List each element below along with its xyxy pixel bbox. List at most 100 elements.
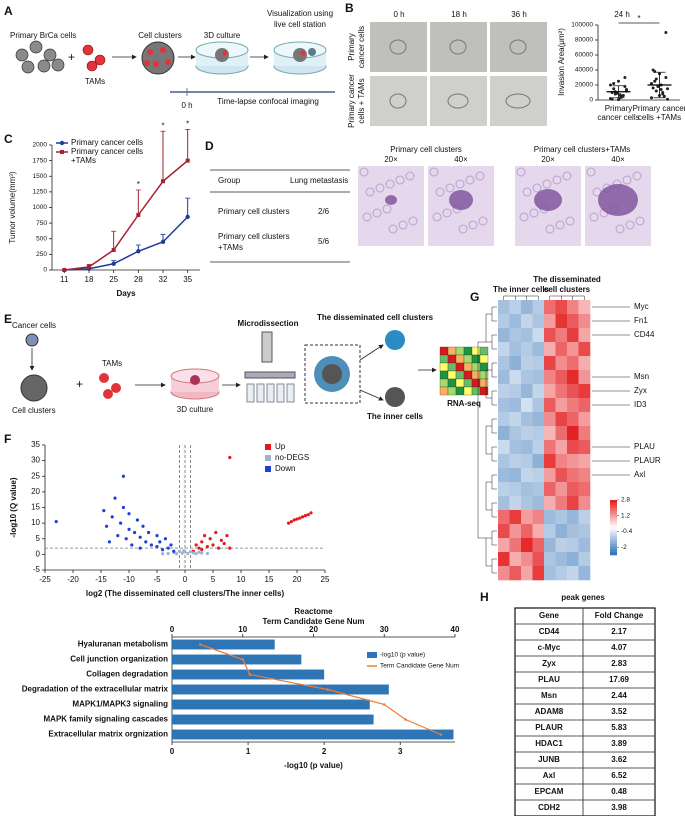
x-tick-label: 15	[265, 575, 274, 584]
tube	[286, 383, 295, 403]
rnaseq-cell	[455, 362, 465, 372]
table-title: peak genes	[561, 593, 605, 602]
heat-cell	[532, 454, 545, 469]
cell-image	[505, 93, 531, 109]
point	[219, 538, 223, 542]
tube	[256, 383, 265, 403]
heat-cell	[521, 524, 533, 539]
tissue	[478, 216, 488, 226]
point	[217, 546, 221, 550]
cluster-icon	[190, 375, 200, 385]
point	[166, 551, 170, 556]
tissue	[519, 212, 529, 222]
point	[200, 548, 204, 552]
cluster-icon	[385, 330, 405, 350]
point	[177, 549, 181, 553]
point	[147, 530, 151, 535]
x-tick-label: 18	[85, 275, 94, 284]
heat-cell	[544, 314, 556, 329]
x2-tick-label: 20	[309, 625, 318, 634]
heat-cell	[567, 384, 579, 399]
y-tick-label: 20	[31, 487, 40, 496]
plus-sign: +	[68, 50, 75, 64]
heat-cell	[567, 412, 579, 427]
label: 3D culture	[177, 405, 214, 414]
heat-cell	[555, 566, 568, 581]
heat-cell	[555, 468, 568, 483]
tube	[246, 383, 255, 403]
point	[306, 513, 310, 517]
heat-cell	[521, 356, 533, 371]
column-header: 18 h	[451, 10, 467, 19]
rnaseq-cell	[471, 354, 481, 364]
x-tick-label: 2	[322, 747, 327, 756]
cell-icon	[43, 48, 57, 62]
table-header: Gene	[539, 611, 560, 620]
column-group: cell clusters	[544, 285, 591, 294]
column-header: 0 h	[393, 10, 404, 19]
table-cell: 6.52	[611, 771, 627, 780]
tissue	[445, 183, 455, 193]
heat-cell	[555, 356, 568, 371]
point	[610, 97, 614, 101]
cell-icon	[21, 60, 35, 74]
heat-cell	[532, 384, 545, 399]
point	[158, 540, 162, 544]
heat-cell	[544, 356, 556, 371]
x-tick-label: -25	[39, 575, 51, 584]
heat-cell	[555, 328, 568, 343]
cell-image	[447, 93, 469, 109]
heat-cell	[567, 440, 579, 455]
legend-marker	[265, 466, 271, 472]
heat-cell	[578, 468, 591, 483]
table-cell: CD44	[539, 627, 560, 636]
heat-cell	[509, 342, 522, 357]
heat-cell	[509, 496, 522, 511]
row-label: ID3	[634, 400, 647, 409]
colorbar-label: 1.2	[621, 512, 630, 519]
label: Microdissection	[238, 319, 299, 328]
tissue	[429, 167, 439, 177]
x-tick-label: -15	[95, 575, 107, 584]
heat-cell	[521, 398, 533, 413]
point	[625, 88, 628, 91]
y-label: Invasion Area(μm²)	[557, 28, 566, 96]
tissue	[455, 179, 465, 189]
heat-cell	[578, 356, 591, 371]
point	[200, 540, 204, 544]
rnaseq-cell	[439, 362, 449, 372]
heat-cell	[555, 482, 568, 497]
heat-cell	[498, 370, 510, 385]
heat-cell	[578, 496, 591, 511]
series-line	[64, 160, 189, 271]
point	[214, 530, 218, 535]
point	[161, 552, 165, 556]
y-tick-label: 10	[31, 518, 40, 527]
rnaseq-cell	[479, 386, 489, 396]
rnaseq-cell	[455, 378, 465, 388]
point	[205, 544, 209, 549]
heat-cell	[578, 454, 591, 469]
tissue	[458, 224, 468, 234]
heat-cell	[567, 454, 579, 469]
bar	[172, 654, 302, 665]
tissue	[635, 216, 645, 226]
point	[194, 543, 198, 547]
heat-cell	[567, 510, 579, 525]
table-cell: 17.69	[609, 675, 630, 684]
rnaseq-cell	[447, 346, 457, 356]
marker	[160, 239, 166, 245]
y-tick-label: Extracellular matrix orgnization	[48, 730, 168, 739]
heat-cell	[578, 328, 591, 343]
x-tick-label: 11	[60, 275, 69, 284]
panel-label: G	[470, 290, 479, 304]
rnaseq-cell	[471, 370, 481, 380]
y-tick-label: 750	[36, 220, 47, 227]
heat-cell	[578, 342, 591, 357]
point	[661, 91, 665, 94]
colorbar-segment	[610, 552, 617, 556]
x-tick-label: 25	[321, 575, 330, 584]
y-tick-label: 5	[36, 534, 41, 543]
point	[292, 518, 296, 522]
y-tick-label: 35	[31, 440, 40, 449]
